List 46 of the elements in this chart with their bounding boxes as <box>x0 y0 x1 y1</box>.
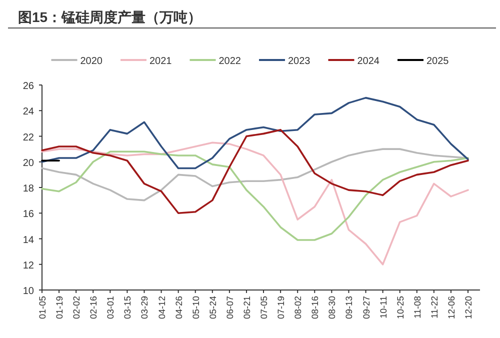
y-tick-label: 18 <box>22 184 34 194</box>
x-tick-label: 08-02 <box>293 296 304 320</box>
x-tick-label: 12-06 <box>446 296 456 320</box>
x-tick-label: 09-13 <box>344 296 354 320</box>
x-tick-label: 01-19 <box>54 296 65 320</box>
x-tick-label: 02-16 <box>88 296 99 320</box>
x-tick-label: 03-15 <box>122 296 133 320</box>
legend-label: 2024 <box>357 56 380 67</box>
y-tick-label: 24 <box>22 106 34 118</box>
y-tick-label: 16 <box>22 209 34 220</box>
x-tick-label: 12-20 <box>464 296 474 320</box>
x-tick-label: 05-24 <box>208 296 218 320</box>
line-series <box>41 96 469 170</box>
y-tick-label: 10 <box>22 286 34 297</box>
x-tick-label: 04-26 <box>174 296 184 320</box>
legend-label: 2021 <box>150 56 172 67</box>
y-tick-label: 22 <box>22 132 34 144</box>
x-tick-label: 11-22 <box>429 296 440 318</box>
line-series <box>41 128 469 214</box>
x-tick-label: 10-25 <box>395 296 406 320</box>
x-tick-label: 01-05 <box>38 296 48 320</box>
chart-title: 图15：锰硅周度产量（万吨） <box>18 9 202 25</box>
x-tick-label: 03-29 <box>140 296 150 320</box>
x-tick-label: 08-30 <box>327 296 338 320</box>
x-tick-label: 07-19 <box>276 296 286 320</box>
x-tick-label: 06-07 <box>224 296 235 320</box>
x-tick-label: 06-21 <box>242 296 252 320</box>
y-tick-label: 26 <box>22 81 34 92</box>
x-tick-label: 07-05 <box>259 296 270 320</box>
x-tick-label: 08-16 <box>310 296 320 320</box>
x-tick-label: 05-10 <box>190 296 201 320</box>
x-tick-label: 04-12 <box>156 296 167 320</box>
y-tick-label: 20 <box>22 158 34 169</box>
x-tick-label: 11-08 <box>412 296 422 318</box>
x-tick-label: 09-27 <box>361 296 372 320</box>
x-tick-label: 10-11 <box>378 296 388 318</box>
x-tick-label: 02-02 <box>72 296 82 320</box>
legend-label: 2025 <box>426 56 450 67</box>
line-series <box>41 150 469 241</box>
legend-label: 2022 <box>218 56 242 67</box>
line-series <box>41 142 469 266</box>
legend-label: 2023 <box>288 56 311 67</box>
x-tick-label: 03-01 <box>106 296 116 320</box>
y-tick-label: 12 <box>22 260 34 272</box>
y-tick-label: 14 <box>22 234 34 246</box>
legend-label: 2020 <box>80 56 103 67</box>
